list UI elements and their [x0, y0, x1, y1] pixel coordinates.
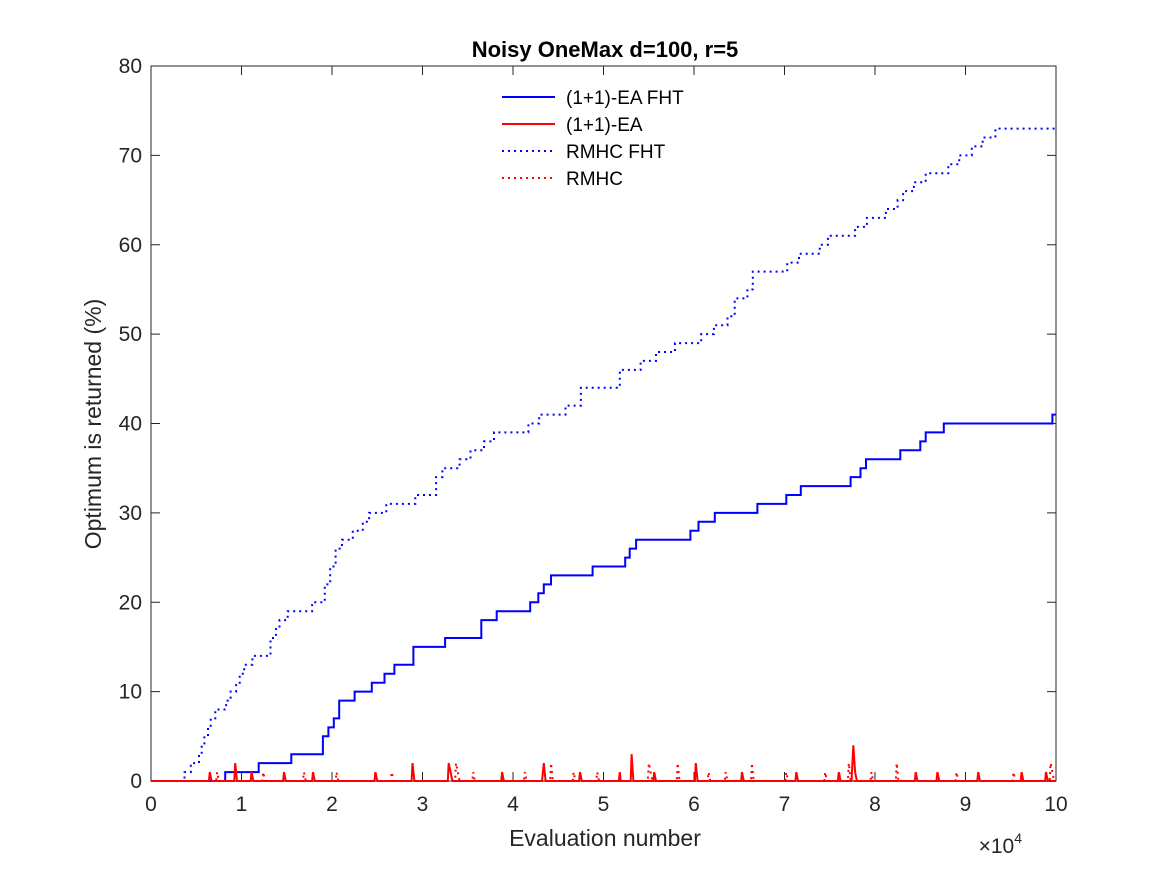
x-axis-exponent-base: ×10 — [979, 835, 1015, 858]
legend-label-rmhc-fht: RMHC FHT — [566, 142, 666, 163]
plot-area: 0 1 2 3 4 5 6 7 8 9 10 0 10 20 30 40 50 60 70 80 — [119, 55, 1068, 816]
y-axis-label: Optimum is returned (%) — [80, 299, 106, 550]
x-tick-label: 1 — [236, 793, 248, 816]
series-line-1-1-ea-fht — [151, 413, 1056, 782]
x-tick-label: 5 — [598, 793, 610, 816]
x-tick-label: 4 — [507, 793, 519, 816]
chart-title: Noisy OneMax d=100, r=5 — [472, 37, 739, 62]
y-tick-label: 0 — [130, 770, 142, 793]
x-tick-label: 10 — [1044, 793, 1067, 816]
x-tick-label: 0 — [145, 793, 157, 816]
x-tick-label: 3 — [417, 793, 429, 816]
y-tick-label: 50 — [119, 323, 142, 346]
x-tick-label: 6 — [688, 793, 700, 816]
y-tick-label: 60 — [119, 234, 142, 257]
legend-label-1-1-ea-fht: (1+1)-EA FHT — [566, 88, 684, 109]
y-tick-label: 30 — [119, 502, 142, 525]
x-tick-label: 9 — [960, 793, 972, 816]
x-axis-label: Evaluation number — [509, 825, 701, 851]
y-tick-label: 10 — [119, 681, 142, 704]
x-axis-exponent: ×104 — [979, 830, 1023, 858]
x-axis-exponent-power: 4 — [1014, 830, 1022, 846]
y-tick-label: 80 — [119, 55, 142, 78]
x-tick-label: 7 — [779, 793, 791, 816]
y-tick-label: 40 — [119, 413, 142, 436]
legend: (1+1)-EA FHT (1+1)-EA RMHC FHT RMHC — [502, 88, 684, 190]
legend-label-1-1-ea: (1+1)-EA — [566, 115, 643, 136]
series-line-rmhc — [151, 762, 1056, 782]
x-tick-label: 8 — [869, 793, 881, 816]
y-tick-label: 20 — [119, 591, 142, 614]
y-tick-label: 70 — [119, 144, 142, 167]
legend-label-rmhc: RMHC — [566, 169, 623, 190]
x-tick-label: 2 — [326, 793, 338, 816]
